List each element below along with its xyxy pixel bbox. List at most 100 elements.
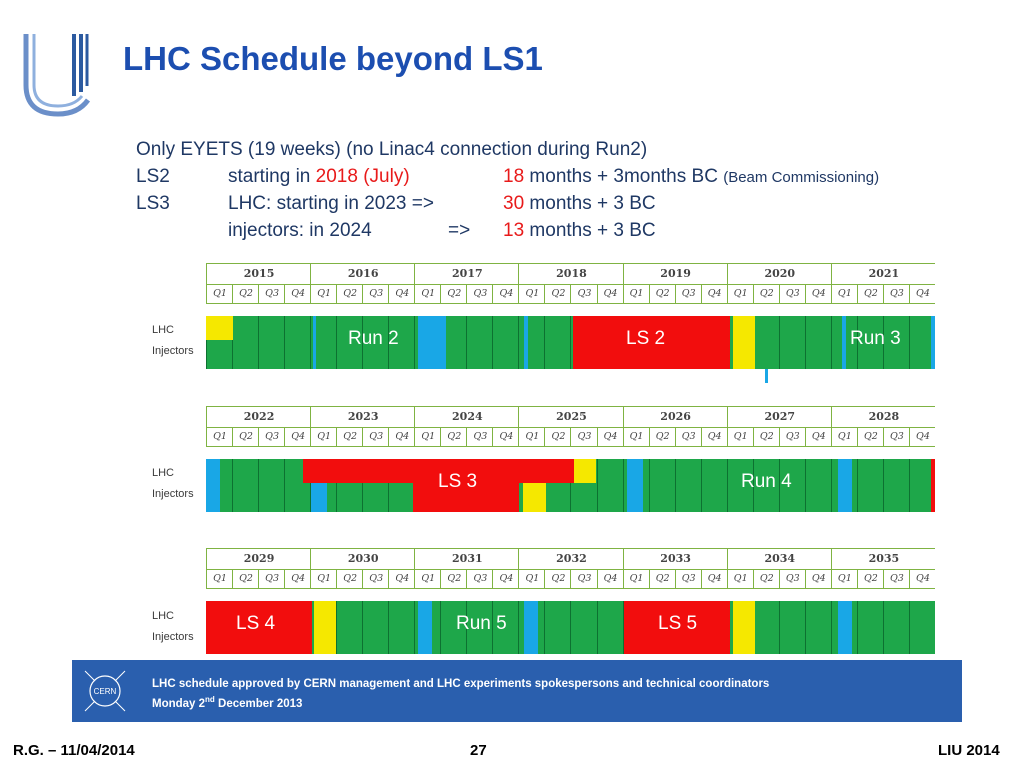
quarter-gridline [804, 316, 806, 369]
schedule-bar: Run 2 LS 2 Run 3 [206, 316, 935, 369]
quarter-label: Q2 [648, 428, 676, 446]
quarter-gridline [414, 316, 416, 369]
approval-banner: CERN LHC schedule approved by CERN manag… [72, 660, 962, 722]
year-header: 2015 2016 2017 2018 2019 2020 2021 [206, 263, 935, 284]
year-label: 2029 [206, 549, 311, 569]
shutdown-block [624, 601, 730, 654]
cern-logo-text: CERN [94, 687, 117, 696]
timeline-3: 2029 2030 2031 2032 2033 2034 2035 Q1 Q2 Q3 Q4 Q1 Q… [206, 548, 935, 654]
quarter-label: Q1 [726, 285, 754, 303]
bar-label: LS 3 [438, 471, 478, 492]
quarter-label: Q2 [232, 570, 259, 588]
quarter-gridline [648, 459, 650, 512]
quarter-label: Q2 [856, 428, 884, 446]
quarter-label: Q1 [206, 428, 233, 446]
quarter-label: Q2 [440, 570, 467, 588]
quarter-gridline [908, 316, 910, 369]
quarter-label: Q4 [804, 570, 832, 588]
quarter-label: Q1 [310, 285, 337, 303]
year-label: 2019 [622, 264, 728, 284]
quarter-label: Q3 [778, 285, 806, 303]
year-label: 2023 [310, 407, 415, 427]
quarter-label: Q4 [700, 428, 728, 446]
quarter-label: Q4 [492, 570, 519, 588]
shutdown-block [413, 459, 519, 512]
bar-label: Run 2 [348, 328, 399, 349]
quarter-label: Q4 [700, 285, 728, 303]
shutdown-block [931, 459, 935, 512]
quarter-gridline [622, 459, 624, 512]
stop-block [838, 459, 852, 512]
quarter-label: Q1 [726, 428, 754, 446]
commissioning-block [574, 459, 596, 483]
quarter-label: Q3 [466, 570, 493, 588]
quarter-label: Q4 [492, 285, 519, 303]
banner-text: LHC schedule approved by CERN management… [152, 676, 769, 712]
year-label: 2026 [622, 407, 728, 427]
quarter-gridline [674, 459, 676, 512]
quarter-gridline [284, 459, 286, 512]
ls2-duration: 18 months + 3months BC (Beam Commissioni… [503, 166, 880, 187]
quarter-label: Q2 [856, 285, 884, 303]
row-label-lhc: LHC [152, 610, 175, 622]
quarter-label: Q1 [310, 570, 337, 588]
quarter-label: Q2 [752, 285, 780, 303]
ls2-label: LS2 [136, 166, 170, 187]
quarter-header: Q1 Q2 Q3 Q4 Q1 Q2 Q3 Q4 Q1 Q2 Q3 Q4 Q1 Q2 Q3 Q4 Q1 Q2 Q3 Q4… [206, 427, 935, 447]
quarter-gridline [362, 316, 364, 369]
quarter-gridline [804, 459, 806, 512]
quarter-label: Q4 [284, 285, 311, 303]
year-label: 2015 [206, 264, 311, 284]
quarter-label: Q4 [388, 428, 415, 446]
quarter-label: Q3 [258, 428, 285, 446]
quarter-label: Q3 [362, 285, 389, 303]
quarter-gridline [856, 459, 858, 512]
year-label: 2033 [622, 549, 728, 569]
quarter-label: Q3 [674, 570, 702, 588]
banner-line-1: LHC schedule approved by CERN management… [152, 678, 770, 690]
year-label: 2021 [830, 264, 936, 284]
liu-logo-icon [23, 34, 91, 117]
quarter-gridline [284, 316, 286, 369]
stop-block [311, 483, 327, 512]
quarter-gridline [258, 316, 260, 369]
quarter-label: Q4 [908, 285, 936, 303]
quarter-gridline [362, 459, 364, 512]
quarter-gridline [232, 459, 234, 512]
quarter-label: Q3 [570, 570, 597, 588]
bar-label: Run 5 [456, 613, 507, 634]
quarter-gridline [310, 316, 312, 369]
quarter-label: Q4 [596, 428, 624, 446]
quarter-gridline [206, 316, 207, 369]
quarter-label: Q2 [648, 570, 676, 588]
quarter-gridline [232, 316, 234, 369]
quarter-label: Q3 [674, 428, 702, 446]
eyets-text: Only EYETS (19 weeks) (no Linac4 connect… [136, 139, 648, 160]
quarter-gridline [362, 601, 364, 654]
year-label: 2030 [310, 549, 415, 569]
schedule-bar: LS 3 Run 4 [206, 459, 935, 512]
quarter-label: Q2 [336, 570, 363, 588]
quarter-label: Q4 [908, 428, 936, 446]
ls2-date: 2018 (July) [315, 166, 410, 187]
year-label: 2027 [726, 407, 832, 427]
quarter-label: Q4 [804, 428, 832, 446]
quarter-gridline [622, 601, 624, 654]
quarter-gridline [492, 601, 494, 654]
ls3-injectors-text: injectors: in 2024 [228, 220, 372, 241]
quarter-label: Q1 [414, 285, 441, 303]
row-labels: LHC Injectors [152, 606, 194, 648]
quarter-label: Q1 [622, 285, 650, 303]
quarter-label: Q4 [700, 570, 728, 588]
commissioning-block [206, 316, 233, 340]
row-label-injectors: Injectors [152, 345, 194, 357]
quarter-label: Q1 [414, 570, 441, 588]
bar-label: Run 3 [850, 328, 901, 349]
quarter-gridline [570, 459, 572, 512]
quarter-gridline [778, 601, 780, 654]
quarter-label: Q2 [232, 285, 259, 303]
stop-block [627, 459, 643, 512]
quarter-label: Q2 [440, 428, 467, 446]
quarter-gridline [466, 601, 468, 654]
quarter-label: Q4 [388, 285, 415, 303]
